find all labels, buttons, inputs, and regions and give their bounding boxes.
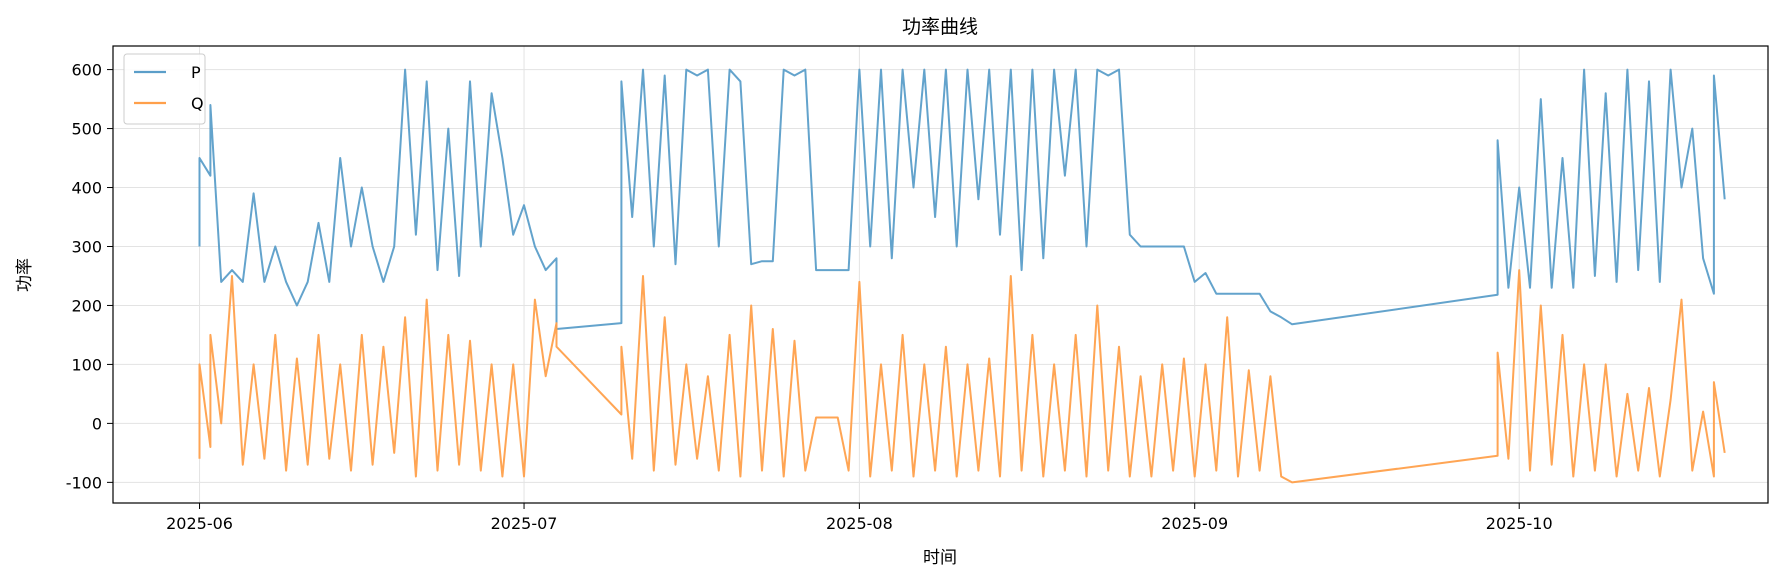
x-tick-label: 2025-09	[1161, 514, 1228, 533]
x-tick-label: 2025-10	[1486, 514, 1553, 533]
x-tick-label: 2025-08	[826, 514, 893, 533]
y-tick-label: 500	[71, 120, 102, 139]
y-tick-label: 0	[92, 414, 102, 433]
legend-label-q: Q	[191, 94, 204, 113]
chart-title: 功率曲线	[902, 16, 978, 38]
y-tick-label: 200	[71, 296, 102, 315]
series-line-q	[198, 269, 1726, 484]
y-axis: -100 0 100 200 300 400 500 600	[66, 61, 113, 492]
y-tick-label: 300	[71, 237, 102, 256]
plot-frame	[112, 45, 1769, 504]
x-axis: 2025-06 2025-07 2025-08 2025-09 2025-10	[166, 503, 1553, 533]
y-tick-label: 100	[71, 355, 102, 374]
x-axis-title: 时间	[923, 548, 957, 568]
y-tick-label: 600	[71, 61, 102, 80]
x-tick-label: 2025-07	[491, 514, 558, 533]
legend-label-p: P	[191, 63, 201, 82]
series-line-p	[198, 68, 1726, 330]
y-tick-label: -100	[66, 473, 102, 492]
y-tick-label: 400	[71, 179, 102, 198]
series-layer	[198, 68, 1726, 484]
x-tick-label: 2025-06	[166, 514, 233, 533]
legend: P Q	[123, 53, 206, 125]
y-axis-title: 功率	[15, 258, 35, 292]
